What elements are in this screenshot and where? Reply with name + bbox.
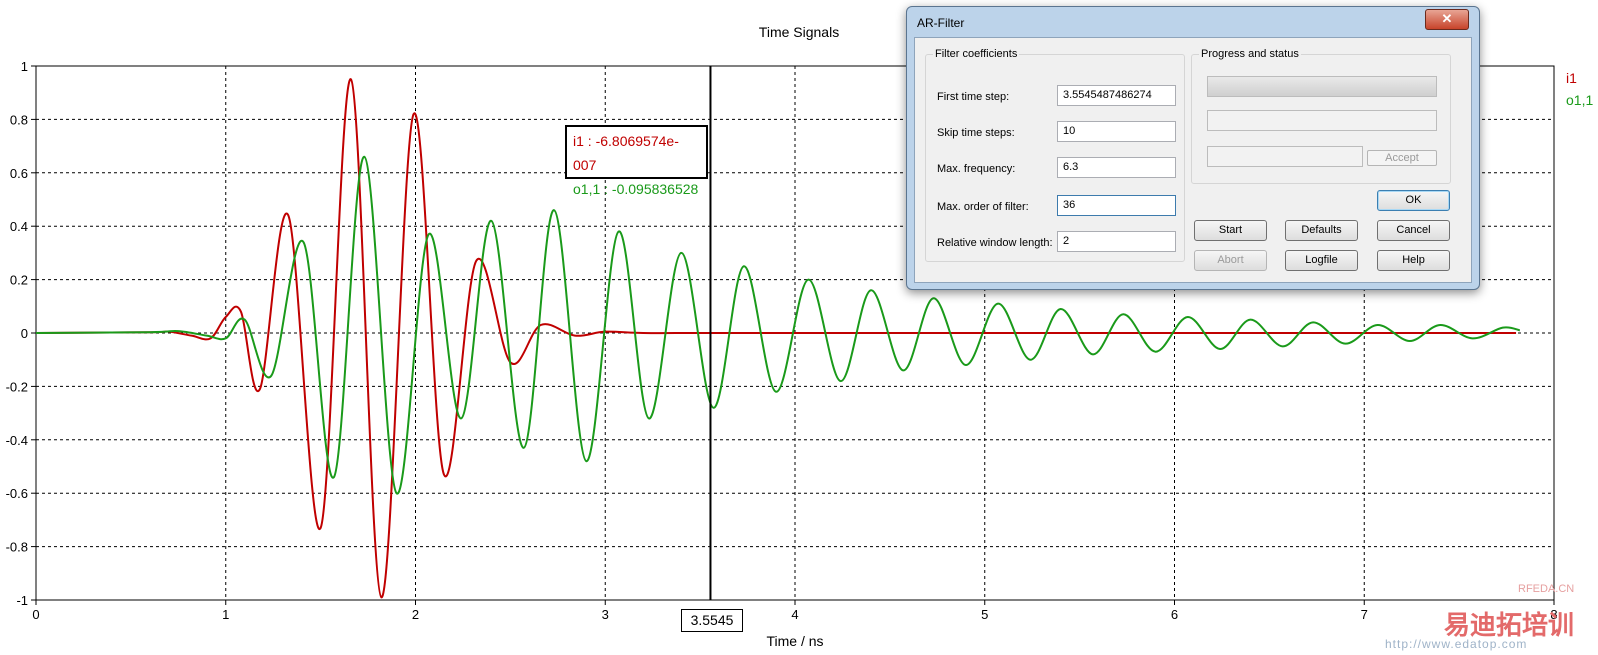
start-button[interactable]: Start <box>1194 220 1267 241</box>
readout-i1: i1 : -6.8069574e-007 <box>573 133 679 173</box>
x-tick-label: 6 <box>1171 607 1178 622</box>
x-tick-label: 8 <box>1550 607 1557 622</box>
close-icon: ✕ <box>1441 11 1453 26</box>
max-frequency-field[interactable]: 6.3 <box>1057 157 1176 178</box>
first-time-step-label: First time step: <box>937 91 1010 103</box>
watermark-brand: RFEDA.CN <box>1518 583 1575 595</box>
watermark-cn: 易迪拓培训 <box>1444 610 1575 640</box>
y-tick-label: -0.2 <box>6 379 28 394</box>
x-tick-label: 4 <box>791 607 798 622</box>
cursor-x-label: 3.5545 <box>681 609 743 632</box>
x-tick-label: 7 <box>1361 607 1368 622</box>
defaults-button[interactable]: Defaults <box>1285 220 1358 241</box>
x-tick-label: 3 <box>602 607 609 622</box>
x-tick-label: 1 <box>222 607 229 622</box>
skip-time-steps-field[interactable]: 10 <box>1057 121 1176 142</box>
y-tick-label: -0.6 <box>6 486 28 501</box>
legend-i1: i1 <box>1566 70 1577 86</box>
series-line-o11 <box>35 155 1521 495</box>
x-axis-label: Time / ns <box>766 633 824 649</box>
cursor-readout-box: i1 : -6.8069574e-007 o1,1 : -0.095836528 <box>565 125 708 197</box>
help-button[interactable]: Help <box>1377 250 1450 271</box>
close-button[interactable]: ✕ <box>1425 9 1469 30</box>
ok-button[interactable]: OK <box>1377 190 1450 211</box>
dialog-client-area: Filter coefficients First time step: 3.5… <box>914 37 1472 283</box>
max-order-label: Max. order of filter: <box>937 201 1029 213</box>
filter-coefficients-label: Filter coefficients <box>933 48 1020 60</box>
y-tick-label: -0.4 <box>6 433 28 448</box>
x-tick-label: 5 <box>981 607 988 622</box>
legend-o11: o1,1 <box>1566 92 1594 108</box>
status-field-secondary <box>1207 146 1363 167</box>
y-tick-label: 1 <box>21 59 28 74</box>
dialog-title: AR-Filter <box>917 16 965 30</box>
accept-button[interactable]: Accept <box>1367 150 1437 166</box>
status-field <box>1207 110 1437 131</box>
progress-status-label: Progress and status <box>1199 48 1301 60</box>
filter-coefficients-group <box>925 54 1185 262</box>
abort-button: Abort <box>1194 250 1267 271</box>
y-tick-label: -1 <box>16 593 28 608</box>
max-frequency-label: Max. frequency: <box>937 163 1016 175</box>
x-tick-label: 2 <box>412 607 419 622</box>
readout-o11: o1,1 : -0.095836528 <box>573 181 699 197</box>
relative-window-length-label: Relative window length: <box>937 237 1053 249</box>
y-tick-label: 0.2 <box>10 273 28 288</box>
series-line-i1 <box>35 78 1517 599</box>
cancel-button[interactable]: Cancel <box>1377 220 1450 241</box>
ar-filter-dialog: AR-Filter ✕ Filter coefficients First ti… <box>906 6 1480 290</box>
y-tick-label: 0.8 <box>10 112 28 127</box>
y-tick-label: -0.8 <box>6 540 28 555</box>
chart-title: Time Signals <box>758 24 840 40</box>
y-tick-label: 0.6 <box>10 166 28 181</box>
x-tick-label: 0 <box>32 607 39 622</box>
y-tick-label: 0.4 <box>10 219 28 234</box>
skip-time-steps-label: Skip time steps: <box>937 127 1015 139</box>
watermark-url: http://www.edatop.com <box>1385 637 1528 651</box>
progress-bar <box>1207 76 1437 97</box>
progress-status-group <box>1191 54 1451 184</box>
relative-window-length-field[interactable]: 2 <box>1057 231 1176 252</box>
max-order-field[interactable]: 36 <box>1057 195 1176 216</box>
y-tick-label: 0 <box>21 326 28 341</box>
first-time-step-field[interactable]: 3.5545487486274 <box>1057 85 1176 106</box>
logfile-button[interactable]: Logfile <box>1285 250 1358 271</box>
